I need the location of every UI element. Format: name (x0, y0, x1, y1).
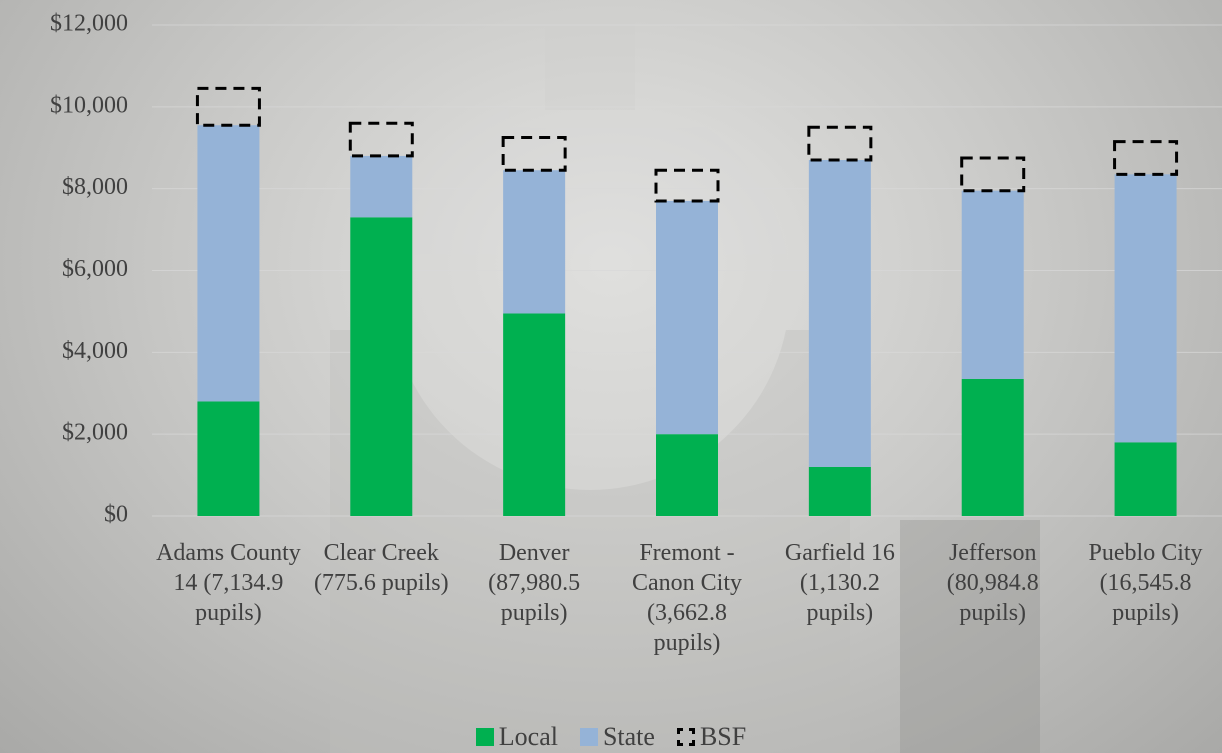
bar-segment (1114, 174, 1177, 443)
x-tick-label: Jefferson (80,984.8 pupils) (946, 540, 1039, 626)
bar-segment (960, 156, 1026, 193)
bar-segment (350, 155, 413, 218)
legend-item: Local (475, 722, 558, 752)
y-tick-label: $8,000 (62, 174, 128, 200)
bar-segment (195, 86, 261, 127)
bar-segment (654, 168, 720, 203)
x-tick-label: Pueblo City (16,545.8 pupils) (1088, 540, 1203, 626)
legend-swatch (676, 728, 695, 746)
x-tick-label: Garfield 16 (1,130.2 pupils) (784, 540, 895, 626)
legend-swatch (579, 728, 598, 746)
bar-segment (1113, 140, 1179, 176)
bar-segment (197, 401, 260, 516)
legend-label: Local (498, 722, 558, 751)
x-tick-label: Clear Creek (775.6 pupils) (313, 540, 449, 596)
legend-item: State (579, 722, 655, 752)
legend-item: BSF (676, 722, 747, 752)
bar-segment (503, 313, 566, 516)
bar-segment (1114, 442, 1177, 516)
legend-label: State (602, 722, 655, 751)
bar-segment (656, 200, 718, 435)
bar-segment (808, 466, 871, 516)
bar-segment (656, 434, 718, 516)
y-tick-label: $2,000 (62, 420, 128, 446)
x-tick-label: Adams County 14 (7,134.9 pupils) (156, 540, 301, 626)
bar-segment (197, 125, 260, 402)
bar-segment (350, 217, 413, 516)
x-tick-label: Fremont - Canon City (3,662.8 pupils) (631, 540, 742, 656)
y-tick-label: $6,000 (62, 256, 128, 282)
bar-segment (961, 378, 1024, 516)
bar-segment (348, 121, 414, 158)
y-tick-label: $0 (104, 502, 128, 528)
bar-segment (503, 170, 566, 314)
bar-segment (807, 125, 873, 162)
legend: Local State BSF (0, 722, 1222, 752)
y-tick-label: $4,000 (62, 338, 128, 364)
y-tick-label: $10,000 (50, 92, 128, 118)
bar-segment (808, 160, 871, 467)
y-tick-label: $12,000 (50, 11, 128, 37)
bar-segment (501, 136, 567, 172)
legend-swatch (475, 728, 494, 746)
bar-segment (961, 190, 1024, 379)
x-tick-label: Denver (87,980.5 pupils) (488, 540, 581, 626)
legend-label: BSF (699, 722, 747, 751)
